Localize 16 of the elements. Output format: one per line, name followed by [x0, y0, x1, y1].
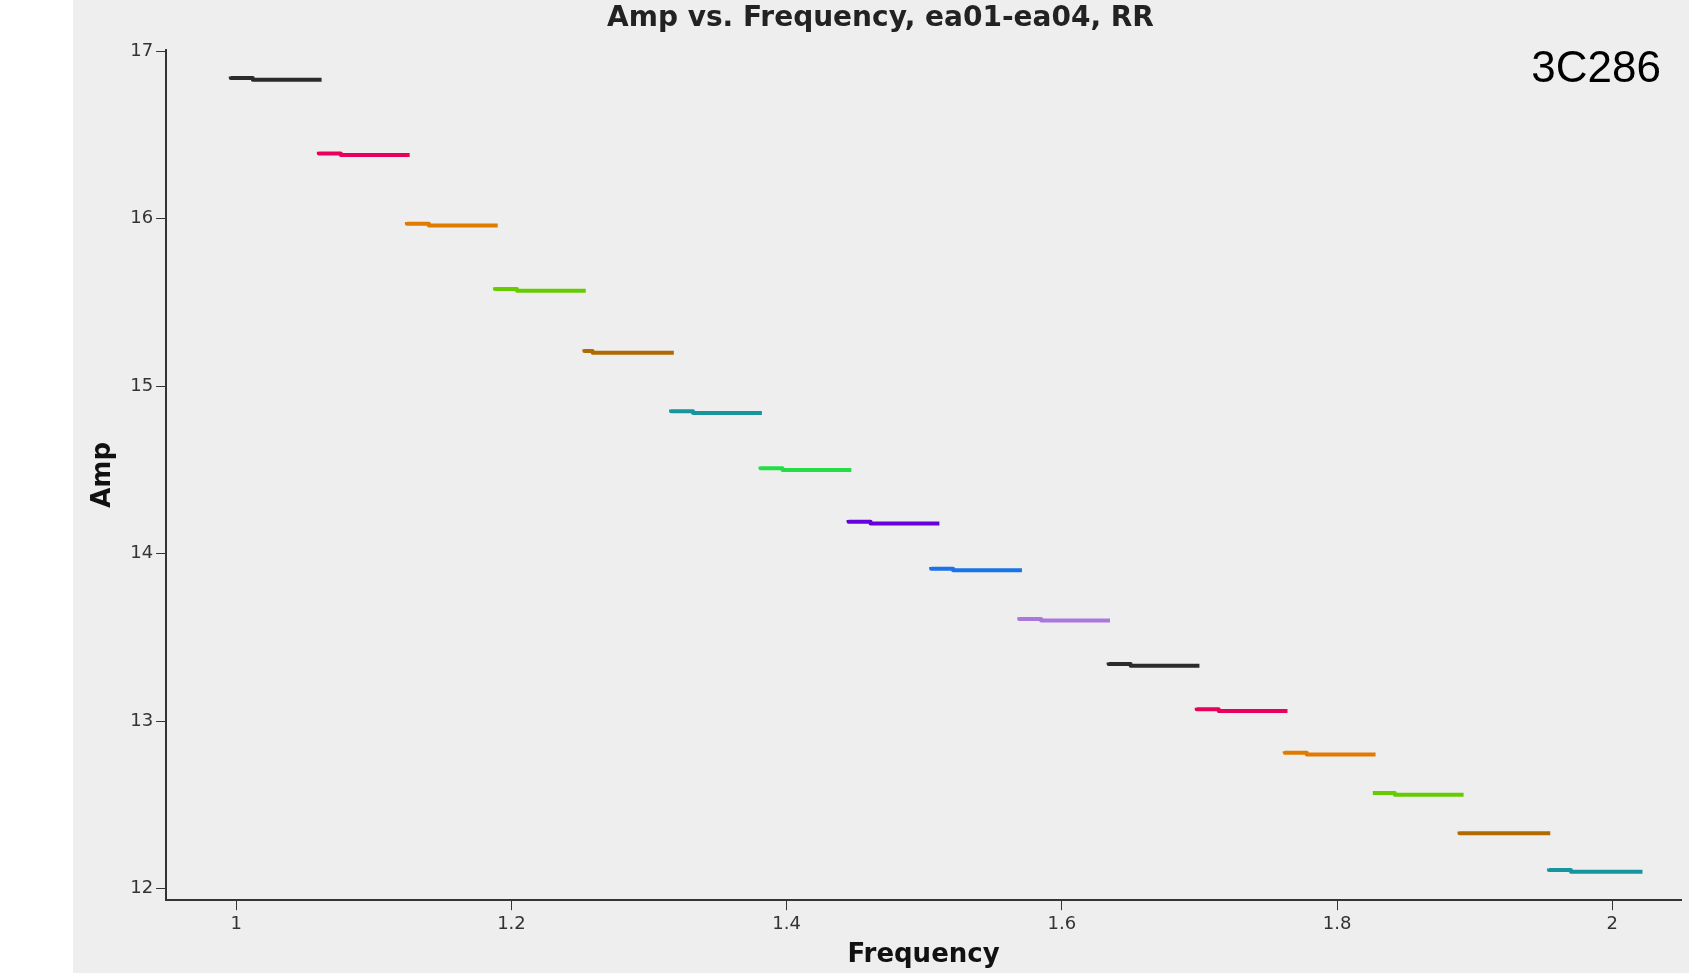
x-tick-label: 1.6 — [1047, 911, 1077, 933]
x-tick-label: 2 — [1606, 911, 1618, 933]
y-tick-label: 15 — [130, 373, 154, 395]
y-tick-label: 17 — [130, 38, 154, 60]
y-tick-label: 12 — [130, 876, 154, 898]
y-tick-label: 14 — [130, 541, 154, 563]
x-tick-label: 1.2 — [497, 911, 526, 933]
annotation: 3C286 — [1531, 42, 1661, 92]
chart-title: Amp vs. Frequency, ea01-ea04, RR — [607, 0, 1154, 34]
x-tick-label: 1.4 — [772, 911, 801, 933]
y-tick-label: 13 — [130, 708, 154, 730]
x-tick-label: 1.8 — [1322, 911, 1352, 933]
y-axis-title: Amp — [86, 441, 117, 508]
y-tick-label: 16 — [130, 206, 154, 228]
x-tick-label: 1 — [230, 911, 242, 933]
x-axis-title: Frequency — [847, 938, 1000, 969]
